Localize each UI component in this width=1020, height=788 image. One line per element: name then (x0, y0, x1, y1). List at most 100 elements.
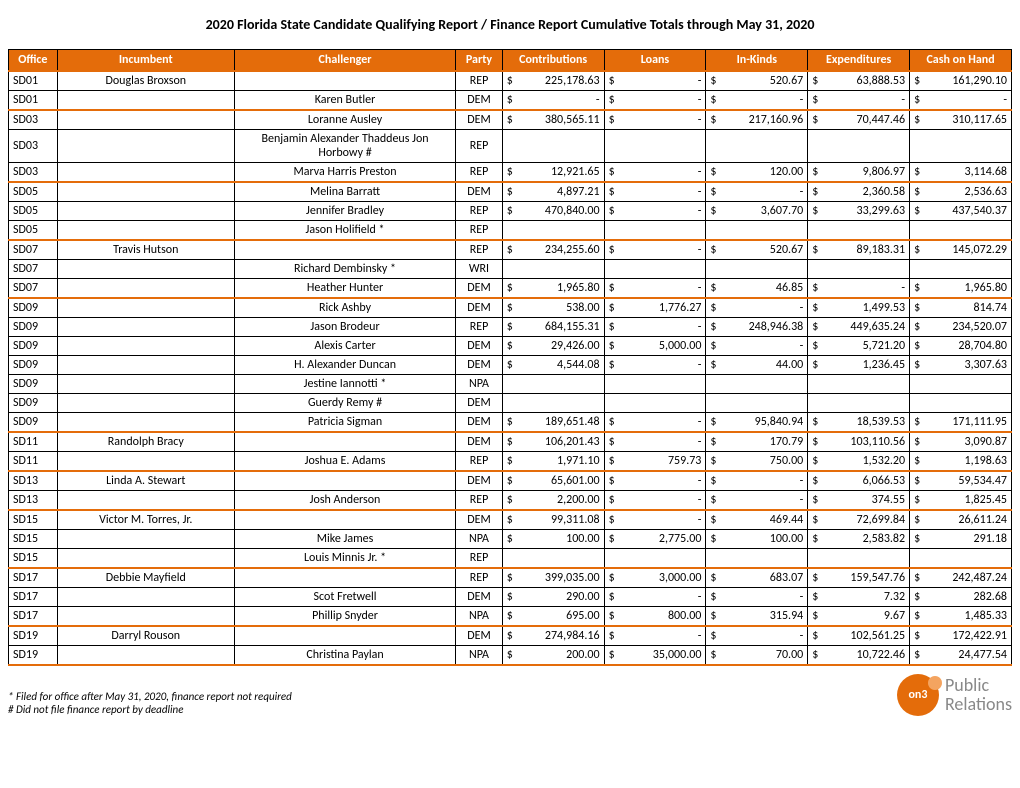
cell-party: REP (456, 221, 502, 241)
hdr-contributions: Contributions (502, 50, 604, 72)
hdr-cash: Cash on Hand (910, 50, 1012, 72)
cell-challenger: Jestine Iannotti * (234, 375, 455, 394)
cell-incumbent: Douglas Broxson (57, 71, 234, 91)
cell-office: SD05 (9, 221, 58, 241)
cell-incumbent (57, 202, 234, 221)
cell-party: REP (456, 549, 502, 569)
cell-office: SD03 (9, 163, 58, 183)
cell-office: SD19 (9, 646, 58, 666)
cell-office: SD09 (9, 337, 58, 356)
cell-incumbent: Randolph Bracy (57, 432, 234, 452)
cell-challenger: Mike James (234, 530, 455, 549)
cell-incumbent (57, 491, 234, 511)
table-row: SD05Jennifer BradleyREP$470,840.00$-$3,6… (9, 202, 1012, 221)
cell-party: DEM (456, 279, 502, 299)
cell-challenger: Louis Minnis Jr. * (234, 549, 455, 569)
cell-office: SD11 (9, 432, 58, 452)
cell-party: REP (456, 568, 502, 588)
cell-party: DEM (456, 510, 502, 530)
cell-challenger (234, 568, 455, 588)
logo: on3 Public Relations (897, 674, 1012, 716)
cell-challenger: Karen Butler (234, 91, 455, 111)
cell-challenger: Richard Dembinsky * (234, 260, 455, 279)
cell-party: DEM (456, 394, 502, 413)
cell-challenger: Rick Ashby (234, 298, 455, 318)
cell-party: DEM (456, 471, 502, 491)
table-row: SD05Melina BarrattDEM$4,897.21$-$-$2,360… (9, 182, 1012, 202)
cell-challenger: Jennifer Bradley (234, 202, 455, 221)
cell-party: REP (456, 318, 502, 337)
cell-challenger (234, 432, 455, 452)
cell-office: SD17 (9, 568, 58, 588)
cell-office: SD09 (9, 298, 58, 318)
table-row: SD09Guerdy Remy #DEM (9, 394, 1012, 413)
table-row: SD03Benjamin Alexander Thaddeus Jon Horb… (9, 130, 1012, 163)
table-row: SD01Douglas BroxsonREP$225,178.63$-$520.… (9, 71, 1012, 91)
cell-party: DEM (456, 91, 502, 111)
cell-party: DEM (456, 626, 502, 646)
logo-mark-icon: on3 (897, 674, 939, 716)
cell-office: SD13 (9, 471, 58, 491)
table-row: SD15Mike JamesNPA$100.00$2,775.00$100.00… (9, 530, 1012, 549)
cell-office: SD05 (9, 202, 58, 221)
cell-office: SD19 (9, 626, 58, 646)
cell-office: SD09 (9, 318, 58, 337)
cell-incumbent (57, 110, 234, 130)
hdr-party: Party (456, 50, 502, 72)
cell-challenger: Melina Barratt (234, 182, 455, 202)
table-row: SD03Marva Harris PrestonREP$12,921.65$-$… (9, 163, 1012, 183)
cell-office: SD15 (9, 530, 58, 549)
footnote-1: * Filed for office after May 31, 2020, f… (8, 690, 292, 703)
cell-office: SD05 (9, 182, 58, 202)
table-row: SD09Jestine Iannotti *NPA (9, 375, 1012, 394)
table-row: SD19Darryl RousonDEM$274,984.16$-$-$102,… (9, 626, 1012, 646)
logo-text: Public Relations (945, 676, 1012, 714)
footnotes: * Filed for office after May 31, 2020, f… (8, 690, 292, 716)
hdr-challenger: Challenger (234, 50, 455, 72)
cell-incumbent (57, 130, 234, 163)
table-row: SD03Loranne AusleyDEM$380,565.11$-$217,1… (9, 110, 1012, 130)
cell-office: SD09 (9, 413, 58, 433)
cell-challenger: Marva Harris Preston (234, 163, 455, 183)
header-row: Office Incumbent Challenger Party Contri… (9, 50, 1012, 72)
cell-incumbent: Debbie Mayfield (57, 568, 234, 588)
table-row: SD09Rick AshbyDEM$538.00$1,776.27$-$1,49… (9, 298, 1012, 318)
cell-incumbent: Victor M. Torres, Jr. (57, 510, 234, 530)
cell-incumbent (57, 279, 234, 299)
hdr-loans: Loans (604, 50, 706, 72)
footnote-2: # Did not file finance report by deadlin… (8, 703, 292, 716)
table-row: SD07Heather HunterDEM$1,965.80$-$46.85$-… (9, 279, 1012, 299)
hdr-incumbent: Incumbent (57, 50, 234, 72)
cell-incumbent (57, 260, 234, 279)
cell-party: REP (456, 71, 502, 91)
finance-table: Office Incumbent Challenger Party Contri… (8, 49, 1012, 666)
table-row: SD17Debbie MayfieldREP$399,035.00$3,000.… (9, 568, 1012, 588)
cell-incumbent (57, 356, 234, 375)
cell-incumbent (57, 452, 234, 472)
cell-office: SD07 (9, 260, 58, 279)
table-row: SD13Linda A. StewartDEM$65,601.00$-$-$6,… (9, 471, 1012, 491)
cell-incumbent (57, 337, 234, 356)
table-row: SD07Travis HutsonREP$234,255.60$-$520.67… (9, 240, 1012, 260)
cell-challenger: Guerdy Remy # (234, 394, 455, 413)
table-row: SD17Phillip SnyderNPA$695.00$800.00$315.… (9, 607, 1012, 627)
cell-office: SD07 (9, 240, 58, 260)
cell-office: SD13 (9, 491, 58, 511)
cell-incumbent (57, 221, 234, 241)
cell-challenger (234, 626, 455, 646)
cell-challenger: Alexis Carter (234, 337, 455, 356)
cell-office: SD01 (9, 91, 58, 111)
page-title: 2020 Florida State Candidate Qualifying … (8, 16, 1012, 33)
cell-office: SD09 (9, 375, 58, 394)
cell-challenger: Patricia Sigman (234, 413, 455, 433)
table-row: SD01Karen ButlerDEM$-$-$-$-$- (9, 91, 1012, 111)
cell-challenger: Benjamin Alexander Thaddeus Jon Horbowy … (234, 130, 455, 163)
cell-challenger (234, 240, 455, 260)
table-row: SD13Josh AndersonREP$2,200.00$-$-$374.55… (9, 491, 1012, 511)
cell-incumbent: Linda A. Stewart (57, 471, 234, 491)
cell-office: SD11 (9, 452, 58, 472)
cell-challenger (234, 71, 455, 91)
cell-challenger: Phillip Snyder (234, 607, 455, 627)
cell-challenger (234, 510, 455, 530)
cell-challenger: Jason Holifield * (234, 221, 455, 241)
